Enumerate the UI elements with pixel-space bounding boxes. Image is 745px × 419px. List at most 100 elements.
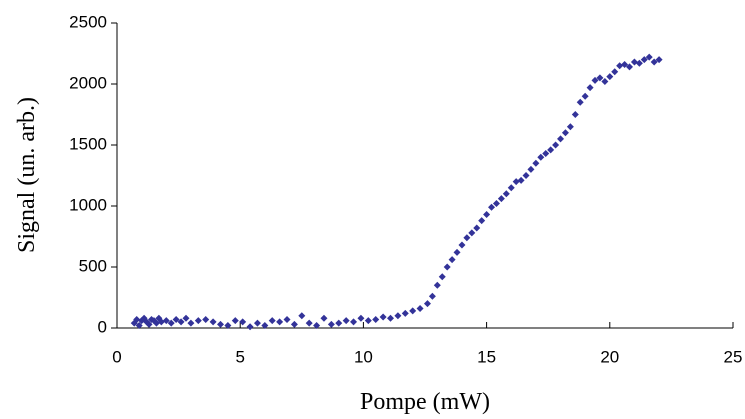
data-point <box>209 318 217 326</box>
data-point <box>468 229 476 237</box>
data-point <box>327 320 335 328</box>
data-point <box>576 98 584 106</box>
data-point <box>497 195 505 203</box>
data-point <box>571 111 579 118</box>
x-tick-label: 25 <box>724 347 743 366</box>
data-point <box>167 319 175 327</box>
data-point <box>239 318 247 326</box>
y-tick-label: 2000 <box>69 73 107 92</box>
data-point <box>473 224 481 232</box>
data-point <box>601 78 609 86</box>
data-point <box>305 319 313 327</box>
data-point <box>453 248 461 256</box>
y-tick-label: 2500 <box>69 12 107 31</box>
y-tick-label: 500 <box>79 256 107 275</box>
data-point <box>133 315 141 323</box>
data-point <box>276 318 284 326</box>
data-point <box>372 315 380 323</box>
x-axis-title: Pompe (mW) <box>360 389 490 415</box>
data-point <box>635 59 643 67</box>
data-point <box>522 172 530 179</box>
data-point <box>231 317 239 325</box>
data-point <box>566 123 574 131</box>
x-tick-label: 0 <box>112 347 121 366</box>
data-point <box>216 320 224 328</box>
y-axis-title: Signal (un. arb.) <box>14 97 40 253</box>
data-point <box>547 146 555 154</box>
y-tick-label: 1500 <box>69 134 107 153</box>
data-point <box>438 273 446 281</box>
data-point <box>621 60 629 68</box>
data-point <box>478 217 486 225</box>
data-point <box>596 74 604 82</box>
data-point <box>463 234 471 242</box>
data-point <box>423 300 431 308</box>
data-point <box>561 129 569 137</box>
data-point <box>443 263 451 271</box>
data-point <box>350 318 358 326</box>
data-point <box>416 304 424 312</box>
data-point <box>187 319 195 327</box>
data-point <box>527 165 535 173</box>
data-point <box>645 53 653 61</box>
data-point <box>581 92 589 100</box>
data-point <box>630 58 638 66</box>
data-point <box>162 317 170 325</box>
x-tick-label: 5 <box>235 347 244 366</box>
data-point <box>542 150 550 158</box>
data-point <box>172 315 180 323</box>
data-point <box>246 323 254 331</box>
data-point <box>640 56 648 64</box>
x-tick-label: 20 <box>600 347 619 366</box>
data-point <box>320 314 328 322</box>
data-point <box>283 315 291 323</box>
data-point <box>261 322 269 330</box>
data-point <box>135 322 143 330</box>
data-point <box>394 312 402 320</box>
data-point <box>655 56 663 64</box>
data-point <box>401 309 409 317</box>
data-point <box>458 241 466 249</box>
data-point <box>552 141 560 149</box>
data-point <box>335 319 343 327</box>
data-point <box>357 314 365 322</box>
data-point <box>364 317 372 325</box>
data-point <box>379 313 387 321</box>
data-point <box>433 281 441 289</box>
y-tick-label: 1000 <box>69 195 107 214</box>
data-point <box>182 314 190 322</box>
data-point <box>448 256 456 264</box>
data-point <box>586 84 594 92</box>
data-point <box>591 76 599 84</box>
data-point <box>253 319 261 327</box>
data-point <box>517 176 525 184</box>
data-point <box>157 318 165 326</box>
x-tick-label: 10 <box>354 347 373 366</box>
y-tick-label: 0 <box>98 317 107 336</box>
data-point <box>650 58 658 66</box>
data-point <box>512 178 520 186</box>
data-point <box>409 307 417 315</box>
data-point <box>224 322 232 330</box>
data-point <box>313 322 321 330</box>
data-point <box>492 200 500 208</box>
data-point <box>342 317 350 325</box>
data-point <box>626 63 634 71</box>
data-point <box>290 320 298 328</box>
data-point <box>145 320 153 328</box>
data-point <box>606 73 614 81</box>
data-point <box>152 319 160 327</box>
data-point <box>194 317 202 325</box>
data-point <box>616 62 624 70</box>
data-point <box>502 190 510 198</box>
data-point <box>507 184 515 192</box>
data-point <box>488 203 496 211</box>
data-point <box>268 317 276 325</box>
data-point <box>557 135 565 143</box>
x-tick-label: 15 <box>477 347 496 366</box>
data-point <box>387 314 395 322</box>
data-point <box>537 153 545 161</box>
data-point <box>177 318 185 326</box>
